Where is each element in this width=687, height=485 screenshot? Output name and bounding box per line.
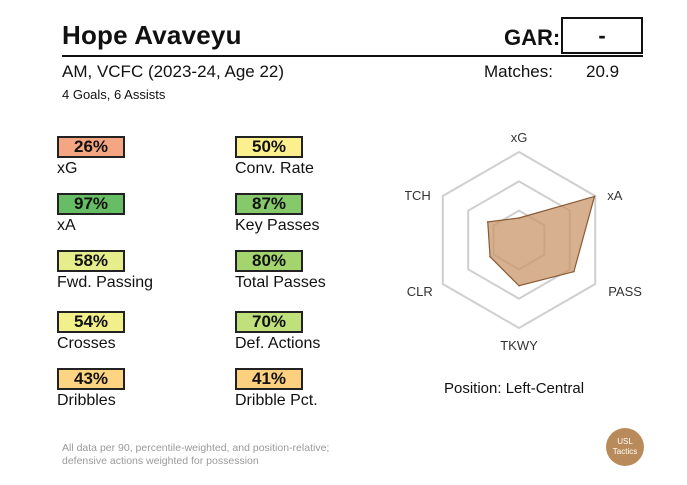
percentile-badge: 43% bbox=[57, 368, 125, 390]
stat-label: Crosses bbox=[57, 335, 116, 352]
radar-point-xg bbox=[518, 217, 520, 219]
percentile-badge: 70% bbox=[235, 311, 303, 333]
header-divider bbox=[62, 55, 643, 57]
radar-point-xa bbox=[593, 195, 596, 198]
radar-ring bbox=[441, 150, 597, 330]
percentile-badge: 80% bbox=[235, 250, 303, 272]
stat-dribble-pct: 41% Dribble Pct. bbox=[235, 368, 375, 410]
radar-shape bbox=[486, 195, 596, 287]
stat-total-passes: 80% Total Passes bbox=[235, 250, 375, 292]
player-name: Hope Avaveyu bbox=[62, 20, 242, 50]
stat-label: Total Passes bbox=[235, 274, 326, 291]
radar-point-pass bbox=[573, 270, 575, 273]
stat-conv-rate: 50% Conv. Rate bbox=[235, 136, 375, 178]
stat-label: Dribble Pct. bbox=[235, 392, 318, 409]
radar-axis-label-xa: xA bbox=[607, 188, 623, 203]
stat-label: xA bbox=[57, 217, 76, 234]
logo-line: USL bbox=[617, 437, 633, 446]
stat-xg: 26% xG bbox=[57, 136, 197, 178]
radar-point-clr bbox=[489, 255, 491, 258]
radar-area bbox=[487, 195, 596, 287]
percentile-badge: 97% bbox=[57, 193, 125, 215]
stat-dribbles: 43% Dribbles bbox=[57, 368, 197, 410]
radar-point-tkwy bbox=[518, 284, 520, 287]
percentile-badge: 87% bbox=[235, 193, 303, 215]
radar-chart: xG xA PASS TKWY CLR TCH bbox=[405, 130, 642, 353]
footnote-line: All data per 90, percentile-weighted, an… bbox=[62, 442, 330, 454]
footnote: All data per 90, percentile-weighted, an… bbox=[62, 442, 382, 468]
percentile-badge: 50% bbox=[235, 136, 303, 158]
footnote-line: defensive actions weighted for possessio… bbox=[62, 455, 259, 467]
goals-assists: 4 Goals, 6 Assists bbox=[62, 87, 166, 102]
stat-label: Fwd. Passing bbox=[57, 274, 154, 291]
gar-label: GAR: bbox=[504, 25, 561, 50]
player-subtitle: AM, VCFC (2023-24, Age 22) bbox=[62, 62, 285, 81]
percentile-badge: 41% bbox=[235, 368, 303, 390]
percentile-badge: 58% bbox=[57, 250, 125, 272]
stat-def-actions: 70% Def. Actions bbox=[235, 311, 375, 353]
radar-axis-labels: xG xA PASS TKWY CLR TCH bbox=[405, 130, 642, 353]
percentile-badge: 26% bbox=[57, 136, 125, 158]
stat-fwd-passing: 58% Fwd. Passing bbox=[57, 250, 197, 292]
gar-value-box: - bbox=[561, 17, 643, 54]
stat-xa: 97% xA bbox=[57, 193, 197, 235]
usl-tactics-logo: USL Tactics bbox=[606, 428, 644, 466]
stat-label: xG bbox=[57, 160, 78, 177]
stat-label: Key Passes bbox=[235, 217, 320, 234]
radar-axis-label-clr: CLR bbox=[407, 284, 433, 299]
radar-axis-label-tkwy: TKWY bbox=[500, 338, 538, 353]
position-text: Position: Left-Central bbox=[444, 380, 585, 397]
logo-line: Tactics bbox=[612, 447, 638, 456]
stat-label: Dribbles bbox=[57, 392, 116, 409]
radar-axis-label-xg: xG bbox=[511, 130, 528, 145]
percentile-badge: 54% bbox=[57, 311, 125, 333]
radar-axis-label-tch: TCH bbox=[405, 188, 431, 203]
stat-label: Conv. Rate bbox=[235, 160, 314, 177]
stat-label: Def. Actions bbox=[235, 335, 321, 352]
matches-value: 20.9 bbox=[586, 62, 620, 81]
radar-point-tch bbox=[486, 221, 489, 223]
stat-key-passes: 87% Key Passes bbox=[235, 193, 375, 235]
matches-label: Matches: bbox=[484, 62, 553, 81]
radar-axis-label-pass: PASS bbox=[608, 284, 642, 299]
stat-crosses: 54% Crosses bbox=[57, 311, 197, 353]
gar-value: - bbox=[598, 22, 606, 48]
